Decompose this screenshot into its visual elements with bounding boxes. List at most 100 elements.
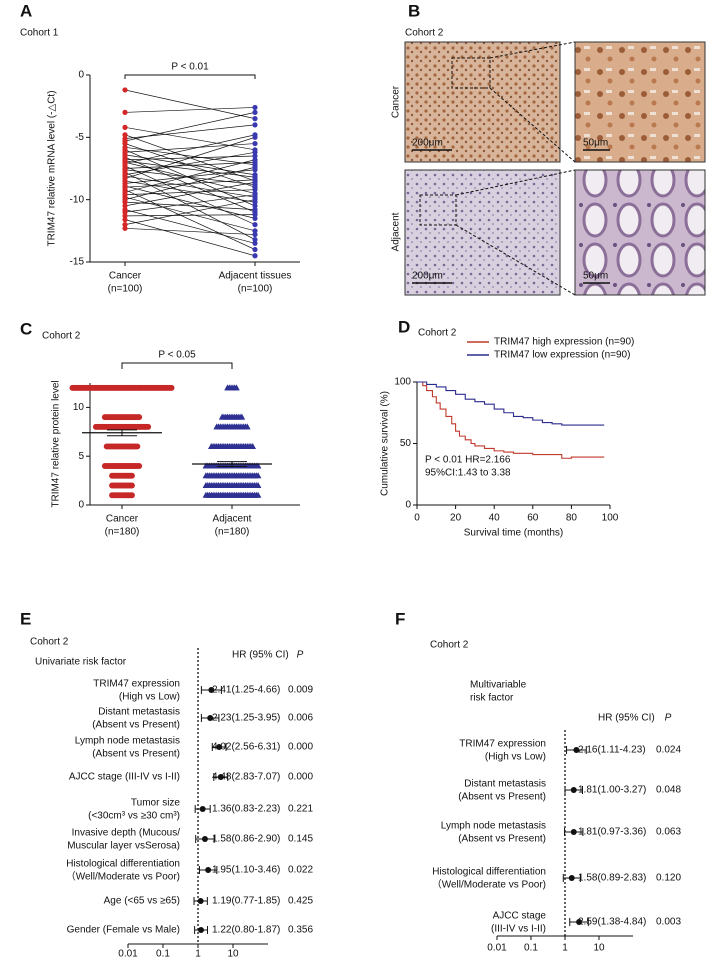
dot-row [213, 423, 251, 430]
pair-line [124, 161, 256, 194]
y-tick-label: 100 [394, 377, 411, 388]
scale-label: 50μm [583, 271, 608, 282]
dot-row [202, 462, 262, 469]
error-bar [107, 429, 137, 437]
panel-subtitle: Cohort 2 [42, 331, 81, 342]
pair-line [124, 107, 256, 113]
dot-row [202, 491, 262, 498]
panel-b: B Cohort 2 Cancer Adjacent 200μm 50μm 20… [391, 1, 706, 296]
hr-point [197, 898, 204, 904]
row-label: (<30cm³ vs ≥30 cm³) [88, 811, 180, 822]
dot-row [103, 443, 141, 450]
row-label: Age (<65 vs ≥65) [104, 896, 180, 907]
marker [249, 442, 256, 449]
point [252, 134, 258, 140]
p-label: 0.000 [288, 772, 313, 783]
point [122, 124, 128, 130]
dot-row [101, 414, 143, 421]
panel-subtitle: Cohort 2 [418, 328, 457, 339]
row-label: Histological differentiation [66, 859, 180, 870]
point [122, 203, 128, 209]
point [252, 240, 258, 246]
column-header: HR (95% CI) [232, 650, 289, 661]
dot-row [208, 442, 256, 449]
hr-point [217, 774, 224, 780]
panel-label: A [20, 1, 32, 20]
x-tick-label: 1 [195, 949, 201, 959]
zoom-box [451, 57, 491, 89]
point [122, 213, 128, 219]
hr-point [216, 744, 223, 750]
hr-label: 1.81(1.00-3.27) [578, 785, 646, 796]
dot-row [202, 481, 262, 488]
panel-label: E [20, 609, 31, 628]
point [252, 228, 258, 234]
panel-subtitle: Cohort 2 [30, 637, 69, 648]
hr-point [570, 787, 577, 793]
x-tick-label: 0.1 [156, 949, 170, 959]
hr-label: 1.95(1.10-3.46) [212, 865, 280, 876]
pair-line [124, 151, 256, 176]
point [252, 212, 258, 218]
row-label: (Absent vs Present) [92, 720, 180, 731]
point [252, 197, 258, 203]
pair-line [124, 156, 256, 213]
pair-line [124, 189, 256, 250]
hr-label: 2.16(1.11-4.23) [578, 745, 646, 756]
panel-subtitle: Cohort 2 [430, 640, 469, 651]
pair-line [124, 169, 256, 184]
scale-label: 200μm [412, 138, 443, 149]
hr-point [208, 687, 215, 693]
hr-label: 1.58(0.86-2.90) [212, 834, 280, 845]
marker [136, 414, 143, 421]
row-label: Histological differentiation [432, 867, 546, 878]
hr-label: 1.19(0.77-1.85) [212, 896, 280, 907]
heading: Multivariable [470, 680, 527, 691]
row-label: (High vs Low) [119, 692, 180, 703]
x-tick-label: 0.01 [487, 943, 507, 954]
x-tick-label: Adjacent [213, 514, 252, 525]
marker [233, 384, 240, 391]
pair-line [124, 209, 256, 244]
dot-row [218, 413, 246, 420]
point [252, 153, 258, 159]
ihc-image [404, 169, 561, 296]
row-label: Adjacent [391, 212, 402, 251]
hr-label: 2.41(1.25-4.66) [212, 685, 280, 696]
marker [128, 482, 135, 489]
y-tick-label: 5 [78, 451, 84, 462]
point [122, 217, 128, 223]
scale-label: 50μm [583, 138, 608, 149]
dot-row [109, 482, 135, 489]
row-label: （Well/Moderate vs Poor) [66, 871, 180, 883]
y-tick-label: -15 [70, 257, 85, 268]
p-label: 0.356 [288, 925, 313, 936]
hr-point [570, 829, 577, 835]
point [252, 149, 258, 155]
pair-line [124, 214, 256, 217]
panel-subtitle: Cohort 1 [20, 28, 59, 39]
legend-label: TRIM47 low expression (n=90) [494, 350, 630, 361]
x-tick-sublabel: (n=180) [215, 527, 250, 538]
hr-point [198, 927, 205, 933]
point [252, 122, 258, 128]
marker [244, 423, 251, 430]
row-label: (Absent vs Present) [458, 834, 546, 845]
hr-point [199, 806, 206, 812]
pair-line [124, 201, 256, 210]
point [122, 158, 128, 164]
ihc-image [574, 169, 706, 296]
row-label: TRIM47 expression [459, 739, 546, 750]
pair-line [124, 127, 256, 151]
dot-row [92, 423, 152, 430]
p-label: 0.063 [656, 827, 681, 838]
x-tick-label: 80 [566, 513, 578, 524]
row-label: Invasive depth (Mucous/ [72, 828, 181, 839]
row-label: Lymph node metastasis [75, 736, 180, 747]
y-tick-label: -10 [70, 194, 85, 205]
column-header: HR (95% CI) [598, 713, 655, 724]
pair-line [124, 89, 256, 119]
dot-row [202, 472, 262, 479]
point [252, 192, 258, 198]
row-label: TRIM47 expression [93, 679, 180, 690]
